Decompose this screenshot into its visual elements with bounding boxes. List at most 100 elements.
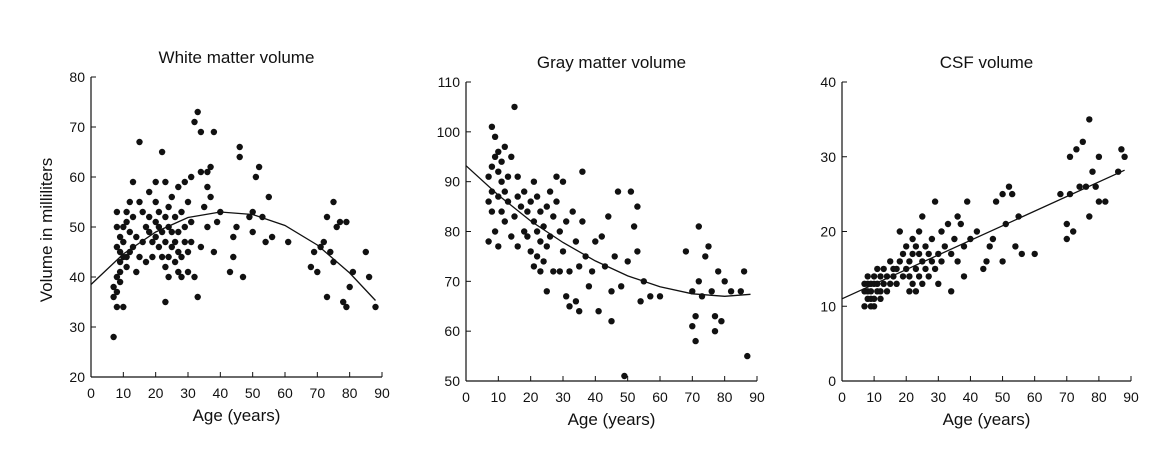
data-point [870,303,878,310]
data-point [207,193,214,201]
data-point [343,303,350,311]
data-point [184,248,192,256]
data-point [919,280,926,287]
data-point [1066,153,1074,160]
data-point [1102,198,1109,205]
data-point [268,233,276,241]
data-point [230,253,237,261]
data-point [521,188,528,195]
data-point [559,178,567,185]
data-point [912,243,920,250]
data-point [634,248,641,255]
data-point [527,248,534,255]
y-tick-label: 60 [444,323,460,339]
data-point [181,238,188,246]
data-point [656,293,664,300]
data-point [511,213,518,220]
data-point [880,265,887,273]
data-point [909,250,916,258]
data-point [517,203,525,210]
data-point [498,208,505,215]
data-point [986,243,993,250]
data-point [682,248,690,255]
x-tick-label: 90 [374,385,390,401]
x-tick-label: 20 [148,385,164,401]
x-tick-label: 80 [1091,389,1107,405]
data-point [521,228,528,235]
x-tick-label: 0 [462,389,470,405]
y-tick-label: 50 [69,219,85,235]
data-point [640,278,647,285]
data-point [201,203,208,211]
data-point [152,218,159,226]
data-point [877,288,884,295]
data-point [543,288,550,295]
y-tick-label: 20 [820,224,836,240]
data-point [861,303,868,310]
data-point [210,128,218,136]
y-tick-label: 20 [69,369,85,385]
data-point [1086,116,1093,123]
x-tick-label: 90 [749,389,765,405]
data-point [113,208,121,216]
data-point [960,273,968,280]
data-point [621,372,628,380]
data-point [903,265,910,273]
data-point [585,283,593,290]
data-point [912,265,920,273]
data-point [136,198,143,206]
data-point [230,233,237,241]
y-tick-label: 80 [69,69,85,85]
data-point [152,233,159,241]
data-point [152,178,159,186]
x-tick-label: 60 [1027,389,1043,405]
data-point [236,153,243,161]
data-point [239,273,247,281]
data-point [634,203,641,210]
data-point [563,293,570,300]
data-point [938,258,945,265]
data-point [906,258,913,265]
data-point [116,233,124,241]
data-point [1121,153,1128,160]
data-point [491,153,499,160]
data-point [349,268,357,276]
data-point [601,263,609,270]
data-point [692,337,699,345]
data-point [608,318,615,325]
data-point [954,213,961,220]
data-point [556,228,563,235]
data-point [162,238,169,246]
data-point [540,258,547,265]
data-point [165,253,172,261]
x-tick-label: 0 [838,389,846,405]
data-point [501,218,508,225]
data-point [705,243,712,250]
data-point [695,278,702,285]
data-point [323,293,331,301]
data-point [501,143,508,150]
data-point [116,248,124,256]
data-point [139,208,146,216]
y-tick-label: 90 [444,174,460,190]
data-point [524,208,531,215]
x-tick-label: 20 [898,389,914,405]
data-point [168,193,175,201]
data-point [887,280,894,287]
data-point [495,243,502,250]
data-point [566,303,573,310]
y-tick-label: 110 [438,74,461,90]
data-point [576,308,583,315]
data-point [1095,153,1103,160]
data-point [598,233,605,240]
data-point [899,250,907,258]
data-point [175,268,182,276]
data-point [890,273,897,280]
data-point [485,173,492,180]
data-point [915,228,923,235]
data-point [314,268,321,276]
data-point [197,128,205,136]
data-point [989,235,997,243]
data-point [123,218,130,226]
data-point [689,323,696,330]
